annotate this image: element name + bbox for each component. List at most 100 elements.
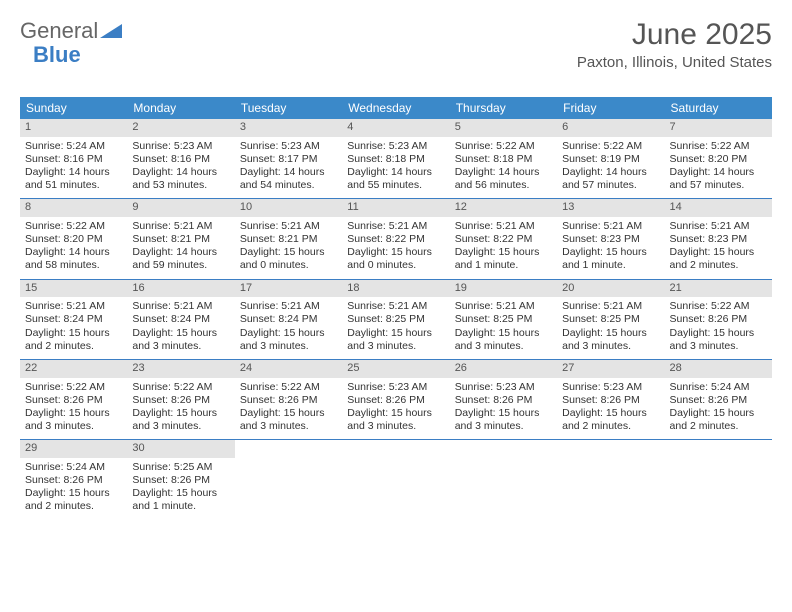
weekday-header: Sunday [20, 97, 127, 119]
day-line-d2: and 3 minutes. [670, 340, 767, 353]
day-line-d2: and 53 minutes. [132, 179, 229, 192]
empty-day-cell [665, 440, 772, 519]
day-body: Sunrise: 5:21 AMSunset: 8:25 PMDaylight:… [450, 297, 557, 359]
day-line-d2: and 1 minute. [562, 259, 659, 272]
day-line-sr: Sunrise: 5:25 AM [132, 461, 229, 474]
day-line-ss: Sunset: 8:25 PM [347, 313, 444, 326]
empty-day-cell [235, 440, 342, 519]
day-cell: 2Sunrise: 5:23 AMSunset: 8:16 PMDaylight… [127, 119, 234, 198]
day-line-ss: Sunset: 8:16 PM [25, 153, 122, 166]
empty-day-cell [450, 440, 557, 519]
day-body: Sunrise: 5:22 AMSunset: 8:20 PMDaylight:… [20, 217, 127, 279]
day-line-ss: Sunset: 8:26 PM [240, 394, 337, 407]
day-number: 29 [20, 440, 127, 458]
weekday-header: Thursday [450, 97, 557, 119]
day-number: 14 [665, 199, 772, 217]
day-cell: 19Sunrise: 5:21 AMSunset: 8:25 PMDayligh… [450, 280, 557, 359]
day-line-d2: and 58 minutes. [25, 259, 122, 272]
day-line-d1: Daylight: 15 hours [455, 327, 552, 340]
day-body: Sunrise: 5:22 AMSunset: 8:20 PMDaylight:… [665, 137, 772, 199]
day-body: Sunrise: 5:24 AMSunset: 8:26 PMDaylight:… [20, 458, 127, 520]
day-cell: 13Sunrise: 5:21 AMSunset: 8:23 PMDayligh… [557, 199, 664, 278]
day-line-ss: Sunset: 8:18 PM [455, 153, 552, 166]
day-number: 21 [665, 280, 772, 298]
day-number: 28 [665, 360, 772, 378]
weekday-header: Friday [557, 97, 664, 119]
day-line-d1: Daylight: 14 hours [455, 166, 552, 179]
day-cell: 11Sunrise: 5:21 AMSunset: 8:22 PMDayligh… [342, 199, 449, 278]
empty-day-cell [342, 440, 449, 519]
day-line-d2: and 2 minutes. [670, 259, 767, 272]
day-number: 15 [20, 280, 127, 298]
day-body: Sunrise: 5:23 AMSunset: 8:18 PMDaylight:… [342, 137, 449, 199]
day-line-sr: Sunrise: 5:23 AM [132, 140, 229, 153]
day-line-ss: Sunset: 8:20 PM [25, 233, 122, 246]
day-line-d1: Daylight: 15 hours [455, 407, 552, 420]
day-line-ss: Sunset: 8:26 PM [562, 394, 659, 407]
day-body: Sunrise: 5:22 AMSunset: 8:26 PMDaylight:… [20, 378, 127, 440]
day-line-d1: Daylight: 15 hours [347, 327, 444, 340]
day-line-d2: and 57 minutes. [670, 179, 767, 192]
day-line-d1: Daylight: 15 hours [132, 327, 229, 340]
day-body: Sunrise: 5:21 AMSunset: 8:24 PMDaylight:… [20, 297, 127, 359]
day-line-ss: Sunset: 8:26 PM [455, 394, 552, 407]
day-line-ss: Sunset: 8:19 PM [562, 153, 659, 166]
weekday-header: Saturday [665, 97, 772, 119]
day-body: Sunrise: 5:24 AMSunset: 8:16 PMDaylight:… [20, 137, 127, 199]
day-body: Sunrise: 5:21 AMSunset: 8:21 PMDaylight:… [235, 217, 342, 279]
day-line-ss: Sunset: 8:16 PM [132, 153, 229, 166]
day-line-d2: and 3 minutes. [132, 340, 229, 353]
day-line-ss: Sunset: 8:24 PM [132, 313, 229, 326]
day-number: 7 [665, 119, 772, 137]
day-line-d2: and 3 minutes. [132, 420, 229, 433]
day-line-d1: Daylight: 15 hours [562, 327, 659, 340]
day-body: Sunrise: 5:21 AMSunset: 8:22 PMDaylight:… [342, 217, 449, 279]
day-line-d2: and 3 minutes. [25, 420, 122, 433]
day-line-d2: and 0 minutes. [240, 259, 337, 272]
day-number: 12 [450, 199, 557, 217]
day-line-ss: Sunset: 8:22 PM [347, 233, 444, 246]
day-line-sr: Sunrise: 5:21 AM [347, 220, 444, 233]
day-number: 20 [557, 280, 664, 298]
calendar: Sunday Monday Tuesday Wednesday Thursday… [20, 97, 772, 519]
header: General June 2025 Paxton, Illinois, Unit… [20, 18, 772, 71]
day-cell: 7Sunrise: 5:22 AMSunset: 8:20 PMDaylight… [665, 119, 772, 198]
day-number: 19 [450, 280, 557, 298]
day-cell: 1Sunrise: 5:24 AMSunset: 8:16 PMDaylight… [20, 119, 127, 198]
day-line-d2: and 2 minutes. [562, 420, 659, 433]
day-cell: 22Sunrise: 5:22 AMSunset: 8:26 PMDayligh… [20, 360, 127, 439]
day-line-d2: and 54 minutes. [240, 179, 337, 192]
day-cell: 6Sunrise: 5:22 AMSunset: 8:19 PMDaylight… [557, 119, 664, 198]
day-line-sr: Sunrise: 5:23 AM [455, 381, 552, 394]
day-number: 16 [127, 280, 234, 298]
day-line-d1: Daylight: 15 hours [240, 246, 337, 259]
day-line-sr: Sunrise: 5:21 AM [132, 300, 229, 313]
day-line-sr: Sunrise: 5:22 AM [670, 140, 767, 153]
day-line-d2: and 2 minutes. [670, 420, 767, 433]
day-line-ss: Sunset: 8:20 PM [670, 153, 767, 166]
day-body: Sunrise: 5:23 AMSunset: 8:26 PMDaylight:… [450, 378, 557, 440]
day-line-d1: Daylight: 15 hours [347, 407, 444, 420]
day-line-d2: and 59 minutes. [132, 259, 229, 272]
day-line-d1: Daylight: 15 hours [347, 246, 444, 259]
day-line-sr: Sunrise: 5:22 AM [562, 140, 659, 153]
day-line-d1: Daylight: 14 hours [25, 166, 122, 179]
day-number: 9 [127, 199, 234, 217]
day-body: Sunrise: 5:22 AMSunset: 8:18 PMDaylight:… [450, 137, 557, 199]
day-line-sr: Sunrise: 5:23 AM [347, 140, 444, 153]
day-line-ss: Sunset: 8:21 PM [240, 233, 337, 246]
weeks-container: 1Sunrise: 5:24 AMSunset: 8:16 PMDaylight… [20, 119, 772, 519]
day-line-d2: and 1 minute. [132, 500, 229, 513]
day-line-d2: and 2 minutes. [25, 340, 122, 353]
empty-day-cell [557, 440, 664, 519]
day-body: Sunrise: 5:23 AMSunset: 8:16 PMDaylight:… [127, 137, 234, 199]
day-cell: 9Sunrise: 5:21 AMSunset: 8:21 PMDaylight… [127, 199, 234, 278]
day-line-sr: Sunrise: 5:21 AM [562, 300, 659, 313]
day-number: 1 [20, 119, 127, 137]
day-line-sr: Sunrise: 5:22 AM [455, 140, 552, 153]
day-cell: 3Sunrise: 5:23 AMSunset: 8:17 PMDaylight… [235, 119, 342, 198]
day-line-d2: and 55 minutes. [347, 179, 444, 192]
week-row: 15Sunrise: 5:21 AMSunset: 8:24 PMDayligh… [20, 280, 772, 360]
location-label: Paxton, Illinois, United States [577, 54, 772, 71]
day-line-sr: Sunrise: 5:21 AM [562, 220, 659, 233]
